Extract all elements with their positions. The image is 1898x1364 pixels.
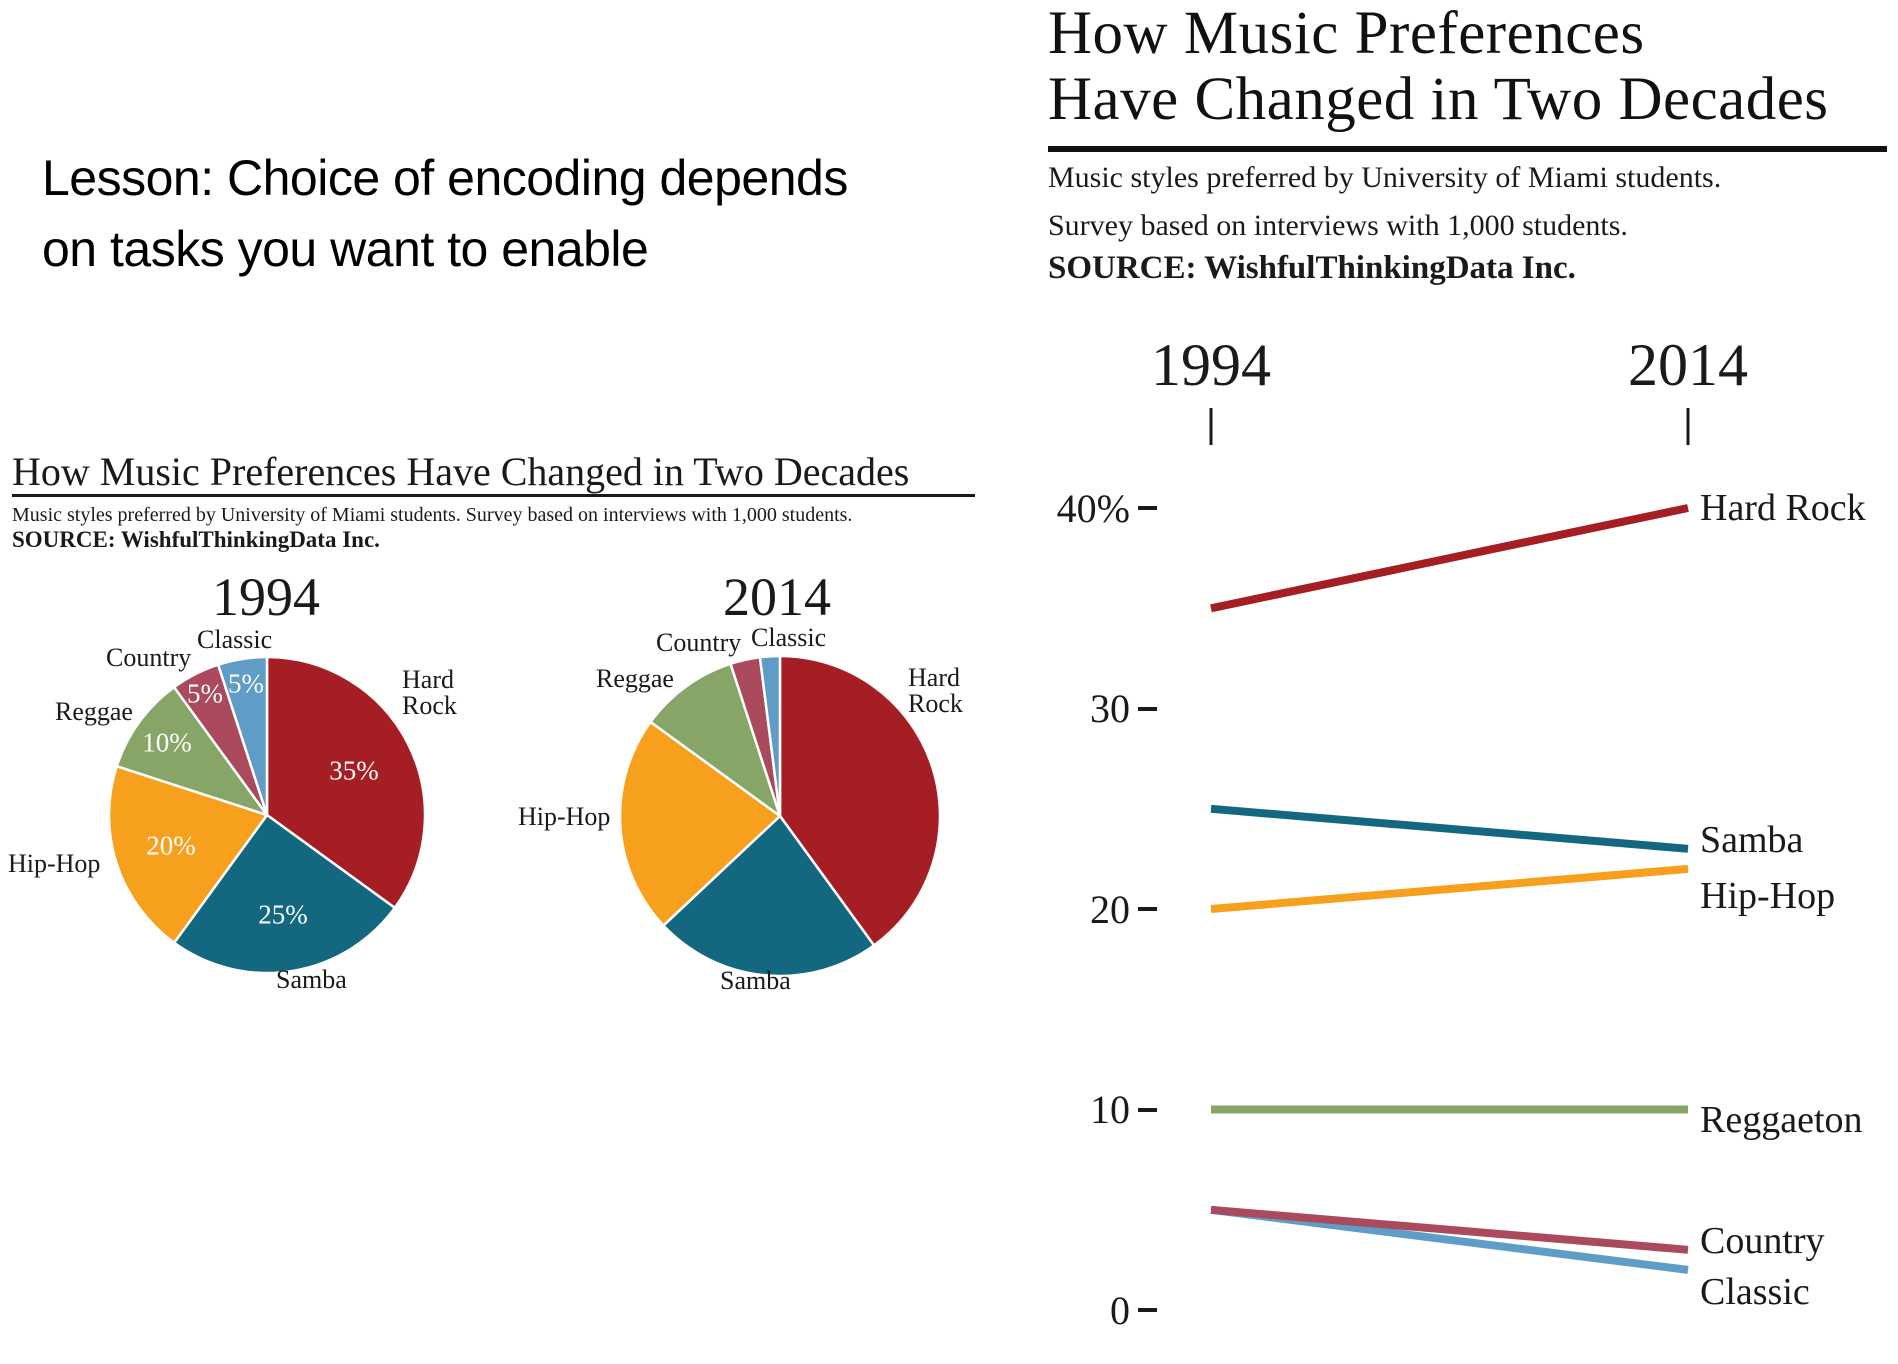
pie-2014-label-classic: Classic (751, 623, 827, 652)
pie-1994-slice-hip-hop (107, 764, 269, 945)
slopegraph-label-classic: Classic (1700, 1270, 1810, 1313)
pie-2014-slice-hard-rock (778, 654, 942, 947)
pie-2014-title: 2014 (723, 567, 831, 627)
pie-2014-slice-classic (758, 654, 782, 818)
pie-1994-pct-reggae: 10% (142, 727, 192, 758)
pie-2014-label-country: Country (656, 628, 742, 657)
pie-1994-label-country: Country (106, 643, 192, 672)
pie-1994-label-classic: Classic (197, 625, 273, 654)
slopegraph-label-country: Country (1700, 1219, 1825, 1262)
slopegraph-line-country (1210, 1205, 1689, 1254)
slopegraph-ytick-10: 10 (1011, 1086, 1157, 1134)
slopegraph-label-hip-hop: Hip-Hop (1700, 874, 1836, 917)
slopegraph-column-2014: 2014 (1628, 332, 1748, 398)
pie-1994-label-samba: Samba (276, 965, 347, 994)
pie-1994-label-reggae: Reggae (55, 697, 133, 726)
slopegraph-line-hip-hop (1210, 864, 1689, 913)
pie-2014-slice-samba (662, 814, 876, 978)
slopegraph-svg (1209, 408, 1690, 1274)
slopegraph-label-reggaeton: Reggaeton (1700, 1098, 1863, 1141)
pie-1994-pct-hard-rock: 35% (329, 755, 379, 786)
slopegraph-ytick-0: 0 (1011, 1286, 1157, 1334)
slopegraph-line-hard-rock (1210, 504, 1689, 613)
ytick-dash (1138, 1107, 1157, 1112)
ytick-label: 0 (1110, 1287, 1130, 1333)
pie-1994-pct-classic: 5% (228, 668, 264, 699)
right-chart-title-rule (1048, 146, 1887, 152)
slopegraph-ytick-30: 30 (1011, 685, 1157, 733)
pie-2014-slice-reggae (649, 662, 782, 818)
slopegraph-ytick-20: 20 (1011, 885, 1157, 933)
lesson-line-1: Lesson: Choice of encoding depends (42, 150, 848, 206)
pie-1994-pct-hip-hop: 20% (146, 830, 196, 861)
ytick-dash (1138, 706, 1157, 711)
right-chart-title-line-2: Have Changed in Two Decades (1048, 66, 1829, 133)
ytick-label: 10 (1090, 1087, 1130, 1132)
pie-2014-label-samba: Samba (720, 966, 791, 995)
pie-2014-label-hard-rock: Hard Rock (908, 663, 963, 718)
pie-1994-pct-samba: 25% (258, 899, 308, 930)
left-chart-title-underline (12, 494, 975, 497)
right-chart-title: How Music Preferences Have Changed in Tw… (1048, 1, 1829, 133)
slopegraph-label-samba: Samba (1700, 818, 1804, 861)
left-chart-source: SOURCE: WishfulThinkingData Inc. (12, 527, 380, 552)
right-chart-title-line-1: How Music Preferences (1048, 0, 1645, 67)
pie-2014-slice-hip-hop (618, 720, 782, 927)
pie-2014-label-hip-hop: Hip-Hop (518, 802, 611, 831)
slopegraph-label-hard-rock: Hard Rock (1700, 487, 1866, 529)
pie-1994-title: 1994 (212, 567, 320, 627)
slopegraph-column-1994: 1994 (1151, 332, 1271, 398)
slopegraph-line-samba (1210, 804, 1689, 853)
ytick-label: 20 (1090, 886, 1130, 932)
right-chart-source: SOURCE: WishfulThinkingData Inc. (1048, 250, 1576, 286)
pie-1994-label-hip-hop: Hip-Hop (8, 849, 101, 878)
pie-1994-slice-reggae (115, 685, 269, 817)
slopegraph-ytick-40: 40% (1011, 484, 1157, 532)
ytick-dash (1138, 907, 1157, 911)
ytick-dash (1138, 506, 1157, 510)
left-chart-subtitle: Music styles preferred by University of … (12, 504, 853, 526)
pie-1994-label-hard-rock: Hard Rock (402, 665, 457, 720)
pie-1994-slice-samba (172, 813, 397, 975)
right-chart-subtitle-line-2: Survey based on interviews with 1,000 st… (1048, 209, 1628, 242)
left-chart-title: How Music Preferences Have Changed in Tw… (12, 449, 910, 494)
ytick-label: 40% (1056, 485, 1130, 531)
ytick-dash (1138, 1308, 1157, 1312)
pie-2014-label-reggae: Reggae (596, 664, 674, 693)
pie-charts-svg (107, 654, 942, 978)
right-chart-subtitle-line-1: Music styles preferred by University of … (1048, 161, 1722, 194)
lesson-line-2: on tasks you want to enable (42, 221, 649, 277)
ytick-label: 30 (1090, 686, 1130, 731)
pie-1994-slice-classic (216, 655, 269, 817)
pie-1994-pct-country: 5% (187, 678, 223, 709)
lesson-headline: Lesson: Choice of encoding depends on ta… (42, 143, 848, 285)
pie-1994-slice-hard-rock (265, 655, 427, 910)
